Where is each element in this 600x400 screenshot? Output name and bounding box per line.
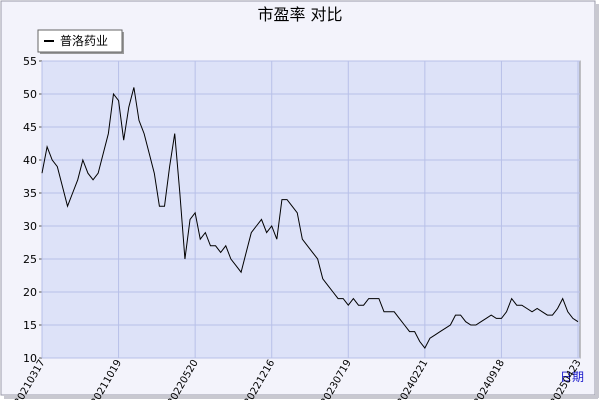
y-tick-label: 40 — [23, 154, 37, 167]
y-tick-label: 35 — [23, 187, 37, 200]
y-tick-label: 55 — [23, 55, 37, 68]
shadow — [4, 395, 598, 399]
y-tick-label: 45 — [23, 121, 37, 134]
y-tick-label: 20 — [23, 286, 37, 299]
y-tick-label: 15 — [23, 319, 37, 332]
y-tick-label: 10 — [23, 352, 37, 365]
legend-label: 普洛药业 — [60, 33, 108, 48]
y-tick-label: 30 — [23, 220, 37, 233]
series-line — [41, 87, 579, 350]
legend-box — [37, 29, 123, 53]
plot-area — [41, 60, 581, 359]
y-tick-label: 25 — [23, 253, 37, 266]
chart-title: 市盈率 对比 — [257, 5, 342, 24]
y-tick-label: 50 — [23, 88, 37, 101]
x-axis-label: 日期 — [560, 370, 584, 384]
shadow — [595, 4, 599, 398]
